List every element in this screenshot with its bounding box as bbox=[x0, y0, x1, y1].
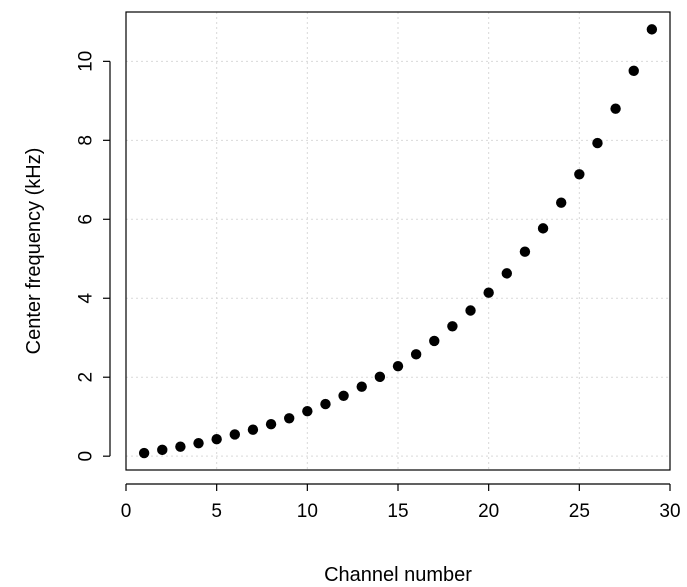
data-point bbox=[320, 398, 331, 410]
data-point bbox=[211, 434, 222, 445]
data-point bbox=[265, 419, 277, 430]
data-point bbox=[175, 441, 186, 452]
plot-area-border bbox=[125, 11, 671, 471]
data-point bbox=[501, 268, 512, 279]
data-point bbox=[193, 437, 204, 449]
x-tick-label: 5 bbox=[211, 501, 222, 522]
axes: 0 5 10 15 20 25 30 0 2 4 6 8 10 bbox=[76, 51, 681, 522]
data-point bbox=[157, 444, 168, 456]
y-tick-label: 0 bbox=[76, 451, 97, 462]
data-point bbox=[483, 287, 494, 298]
x-tick-label: 0 bbox=[121, 501, 132, 522]
data-point bbox=[138, 447, 150, 459]
data-point bbox=[338, 390, 349, 401]
data-point bbox=[592, 137, 603, 149]
y-axis-label: Center frequency (kHz) bbox=[23, 148, 45, 355]
data-point bbox=[410, 349, 422, 360]
y-tick-label: 6 bbox=[76, 214, 97, 225]
data-point bbox=[356, 381, 367, 392]
data-point bbox=[374, 371, 386, 383]
data-point bbox=[429, 335, 440, 347]
data-point bbox=[229, 429, 240, 440]
data-point bbox=[392, 360, 404, 372]
y-tick-label: 8 bbox=[76, 135, 97, 146]
x-tick-label: 10 bbox=[297, 501, 318, 522]
data-point bbox=[574, 169, 585, 180]
y-tick-label: 2 bbox=[76, 372, 97, 383]
data-point bbox=[610, 103, 621, 114]
data-point bbox=[537, 223, 549, 234]
x-tick-label: 15 bbox=[387, 501, 408, 522]
data-point bbox=[284, 413, 295, 424]
x-tick-label: 30 bbox=[659, 501, 680, 522]
data-point bbox=[447, 321, 458, 332]
x-tick-label: 20 bbox=[478, 501, 499, 522]
data-points bbox=[138, 24, 658, 459]
data-point bbox=[519, 246, 531, 257]
data-point bbox=[628, 65, 639, 77]
data-point bbox=[465, 305, 476, 316]
x-axis-label: Channel number bbox=[324, 564, 472, 586]
grid bbox=[125, 12, 671, 470]
data-point bbox=[302, 405, 313, 417]
y-tick-label: 10 bbox=[76, 51, 97, 72]
x-tick-label: 25 bbox=[569, 501, 590, 522]
data-point bbox=[247, 424, 259, 435]
data-point bbox=[646, 24, 658, 35]
y-tick-label: 4 bbox=[76, 293, 97, 304]
data-point bbox=[556, 197, 567, 208]
